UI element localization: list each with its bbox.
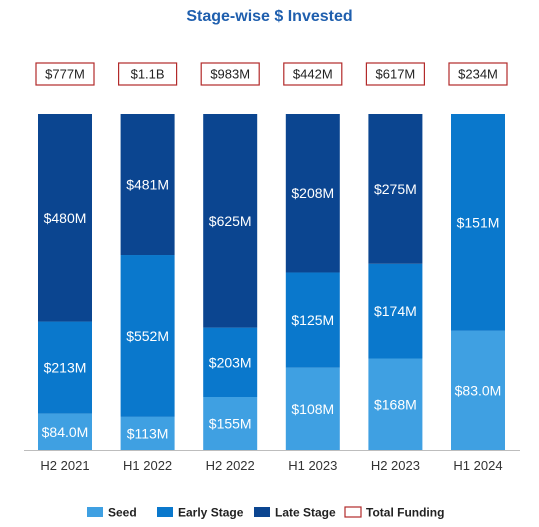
bar-early-stage-h2-2023: [368, 263, 423, 359]
bar-early-stage-h2-2021: [38, 321, 92, 414]
bar-late-stage-h2-2023: [368, 114, 423, 264]
legend-swatch-late-stage: [254, 507, 270, 517]
legend-label-total-funding: Total Funding: [366, 506, 444, 520]
total-funding-label-h1-2024: $234M: [458, 67, 498, 82]
legend-label-early-stage: Early Stage: [178, 506, 244, 520]
data-label-seed-h2-2023: $168M: [374, 396, 417, 412]
total-funding-label-h2-2021: $777M: [45, 67, 85, 82]
total-funding-box-h1-2024: [448, 62, 508, 86]
bar-seed-h1-2023: [285, 367, 340, 450]
data-label-early-stage-h2-2022: $203M: [209, 354, 252, 370]
bar-seed-h1-2022: [120, 416, 175, 450]
legend-swatch-seed: [87, 507, 103, 517]
x-tick-label-h1-2022: H1 2022: [123, 458, 172, 473]
x-tick-label-h1-2023: H1 2023: [288, 458, 337, 473]
bar-late-stage-h2-2021: [38, 114, 92, 322]
chart-title: Stage-wise $ Invested: [186, 8, 353, 25]
legend-swatch-early-stage: [157, 507, 173, 517]
legend-swatch-total-funding: [344, 506, 362, 518]
x-tick-label-h2-2022: H2 2022: [206, 458, 255, 473]
data-label-early-stage-h1-2023: $125M: [291, 312, 334, 328]
data-label-late-stage-h2-2021: $480M: [44, 210, 87, 226]
x-tick-label-h2-2021: H2 2021: [40, 458, 89, 473]
data-label-late-stage-h2-2022: $625M: [209, 213, 252, 229]
data-label-seed-h1-2022: $113M: [127, 425, 169, 441]
total-funding-box-h1-2023: [283, 62, 343, 86]
total-funding-box-h1-2022: [117, 62, 178, 86]
bars-group: $84.0M $213M $480M $113M $552M $481M $155M $203…: [38, 114, 505, 450]
bar-seed-h2-2021: [38, 413, 92, 450]
legend-label-late-stage: Late Stage: [275, 506, 336, 520]
total-funding-box-h2-2021: [35, 62, 95, 86]
legend-label-seed: Seed: [108, 506, 137, 520]
data-label-late-stage-h1-2022: $481M: [126, 177, 169, 193]
x-tick-label-h1-2024: H1 2024: [453, 458, 502, 473]
data-label-early-stage-h1-2022: $552M: [126, 328, 169, 344]
bar-early-stage-h1-2022: [120, 255, 175, 417]
total-funding-box-h2-2022: [200, 62, 260, 86]
bar-seed-h2-2022: [203, 397, 258, 450]
data-label-seed-h2-2022: $155M: [209, 416, 252, 432]
data-label-seed-h2-2021: $84.0M: [42, 424, 89, 440]
total-funding-label-h2-2022: $983M: [210, 67, 250, 82]
total-funding-label-h1-2022: $1.1B: [131, 67, 165, 82]
bar-late-stage-h1-2023: [285, 114, 340, 273]
total-funding-label-h2-2023: $617M: [376, 67, 416, 82]
legend: Seed Early Stage Late Stage Total Funding: [87, 506, 444, 520]
total-funding-label-h1-2023: $442M: [293, 67, 333, 82]
bar-early-stage-h2-2022: [203, 327, 258, 398]
data-label-early-stage-h2-2023: $174M: [374, 303, 417, 319]
data-label-early-stage-h2-2021: $213M: [44, 360, 87, 376]
bar-seed-h1-2024: [451, 330, 505, 450]
bar-early-stage-h1-2024: [451, 114, 505, 331]
x-tick-label-h2-2023: H2 2023: [371, 458, 420, 473]
bar-late-stage-h1-2022: [120, 114, 175, 256]
bar-early-stage-h1-2023: [285, 272, 340, 368]
data-label-seed-h1-2024: $83.0M: [455, 382, 502, 398]
bar-late-stage-h2-2022: [203, 114, 258, 328]
total-funding-box-h2-2023: [365, 62, 425, 86]
bar-seed-h2-2023: [368, 358, 423, 450]
data-label-late-stage-h1-2023: $208M: [291, 185, 334, 201]
x-axis: H2 2021 H1 2022 H2 2022 H1 2023 H2 2023 H1 20…: [24, 450, 520, 473]
total-funding-boxes: $777M $1.1B $983M $442M $617M $234M: [35, 62, 508, 86]
data-label-seed-h1-2023: $108M: [291, 401, 334, 417]
data-label-early-stage-h1-2024: $151M: [457, 214, 500, 230]
data-label-late-stage-h2-2023: $275M: [374, 181, 417, 197]
